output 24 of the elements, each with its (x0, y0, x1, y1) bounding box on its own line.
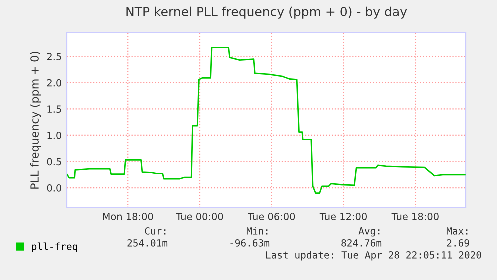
x-tick-label: Tue 06:00 (248, 213, 296, 220)
y-tick-label: 1.5 (48, 106, 62, 114)
chart-title: NTP kernel PLL frequency (ppm + 0) - by day (126, 6, 408, 19)
text: Cur: (145, 227, 166, 235)
x-tick-label: Tue 12:00 (320, 213, 367, 220)
x-tick-label: Tue 18:00 (392, 213, 439, 220)
text: 254.01m (128, 239, 168, 247)
legend-label: pll-freq (32, 242, 78, 252)
y-tick-label: 2.5 (47, 53, 62, 60)
y-axis-title: PLL frequency (ppm + 0) (30, 52, 42, 189)
x-tick-label: Mon 18:00 (103, 213, 154, 220)
text: Min: (246, 227, 268, 235)
y-tick-label: 1.0 (48, 132, 62, 140)
text: Last update: Tue Apr 28 22:05:11 2020 (266, 251, 482, 261)
y-tick-label: 0.0 (47, 184, 62, 192)
text: -96.63m (230, 239, 270, 247)
x-tick-label: Tue 00:00 (176, 213, 224, 220)
y-tick-label: 2.0 (47, 79, 62, 87)
text: Max: (446, 228, 468, 235)
text: Avg: (358, 228, 380, 237)
text: 824.76m (342, 239, 382, 247)
line-series (67, 47, 466, 194)
text: 2.69 (447, 239, 470, 247)
y-tick-label: 0.5 (47, 158, 62, 166)
